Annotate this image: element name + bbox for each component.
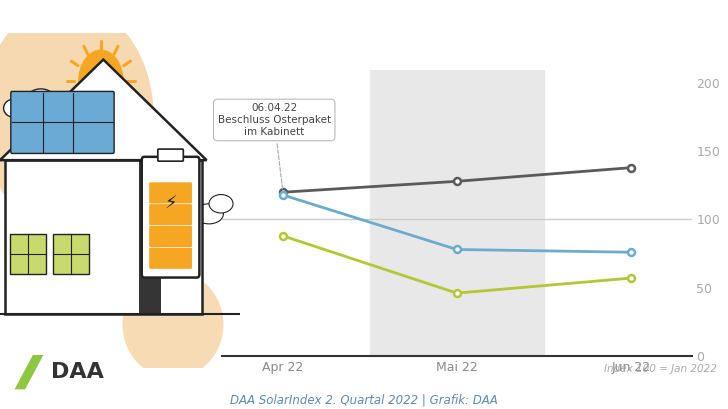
Ellipse shape	[122, 271, 223, 378]
Ellipse shape	[26, 89, 55, 111]
FancyBboxPatch shape	[5, 160, 202, 315]
Text: 06.04.22
Beschluss Osterpaket
im Kabinett: 06.04.22 Beschluss Osterpaket im Kabinet…	[218, 103, 331, 189]
Polygon shape	[0, 60, 207, 160]
Ellipse shape	[9, 98, 43, 121]
Bar	[370, 70, 544, 356]
FancyBboxPatch shape	[149, 226, 192, 247]
FancyBboxPatch shape	[142, 157, 199, 278]
Polygon shape	[15, 355, 44, 389]
Ellipse shape	[194, 204, 223, 224]
Polygon shape	[139, 160, 161, 315]
Text: Index 100 = Jan 2022: Index 100 = Jan 2022	[604, 364, 717, 374]
FancyBboxPatch shape	[53, 234, 89, 274]
Ellipse shape	[0, 2, 154, 231]
FancyBboxPatch shape	[11, 92, 114, 153]
FancyBboxPatch shape	[149, 204, 192, 225]
FancyBboxPatch shape	[149, 248, 192, 269]
Text: ⚡: ⚡	[165, 195, 177, 213]
Ellipse shape	[4, 99, 25, 117]
Text: DAA: DAA	[51, 362, 104, 382]
FancyBboxPatch shape	[158, 149, 183, 161]
FancyBboxPatch shape	[9, 234, 46, 274]
FancyBboxPatch shape	[149, 182, 192, 203]
Circle shape	[78, 49, 124, 113]
Ellipse shape	[209, 195, 233, 213]
Text: DAA SolarIndex 2. Quartal 2022 | Grafik: DAA: DAA SolarIndex 2. Quartal 2022 | Grafik:…	[230, 394, 498, 407]
